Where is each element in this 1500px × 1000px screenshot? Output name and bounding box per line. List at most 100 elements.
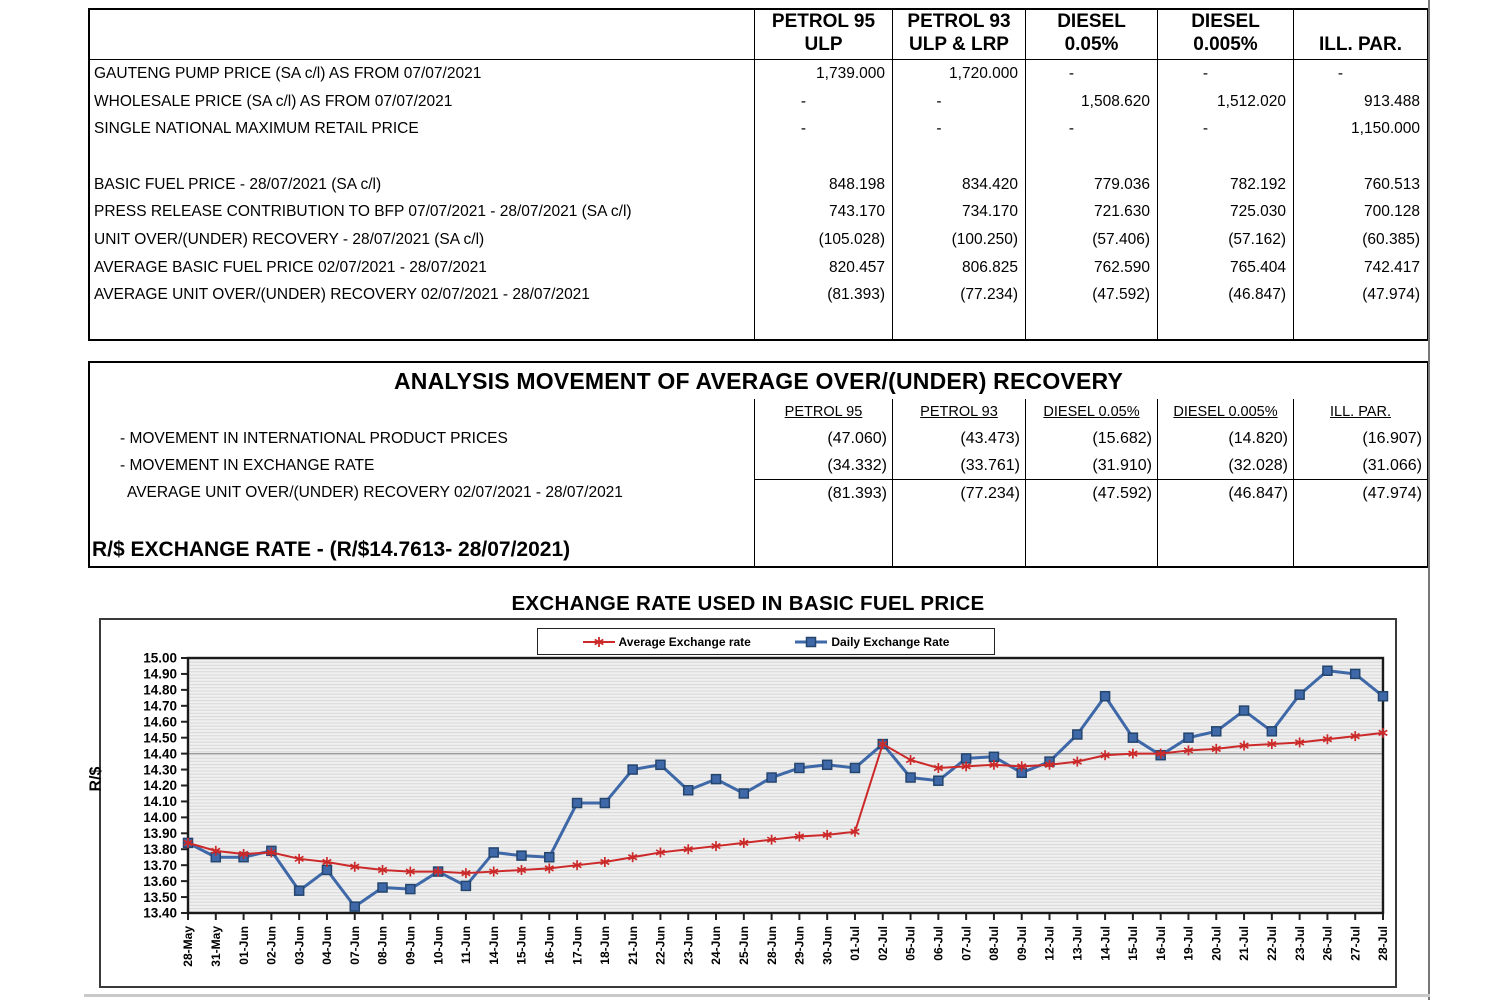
t2-exchange-rate-note: R/$ EXCHANGE RATE - (R/$14.7613- 28/07/2…	[92, 538, 571, 561]
average-series-marker-icon	[582, 636, 615, 647]
t1-column-header: PETROL 95 ULP	[754, 10, 892, 60]
t2-row-label: - MOVEMENT IN EXCHANGE RATE	[120, 456, 375, 474]
svg-text:30-Jun: 30-Jun	[820, 926, 834, 965]
svg-text:14-Jun: 14-Jun	[487, 926, 501, 965]
svg-text:28-May: 28-May	[181, 926, 195, 967]
t1-cell-value: -	[754, 115, 892, 144]
svg-text:14.60: 14.60	[143, 714, 177, 729]
t1-cell-value: -	[754, 87, 892, 116]
svg-text:13.70: 13.70	[143, 858, 177, 873]
t1-row-label	[90, 143, 754, 171]
svg-text:26-Jul: 26-Jul	[1321, 926, 1335, 961]
svg-text:15-Jun: 15-Jun	[515, 926, 529, 965]
y-axis-title: R/$	[87, 766, 105, 792]
t1-cell-value: 913.488	[1293, 87, 1427, 116]
t1-column-header-line2: ULP & LRP	[909, 33, 1009, 55]
t1-cell-value: 1,739.000	[754, 60, 892, 88]
t2-cell-value: (33.761)	[892, 452, 1025, 479]
svg-text:23-Jun: 23-Jun	[681, 926, 695, 965]
analysis-movement-table: ANALYSIS MOVEMENT OF AVERAGE OVER/(UNDER…	[88, 361, 1429, 568]
t1-cell-value: 725.030	[1157, 198, 1293, 227]
exchange-rate-chart: Average Exchange rate Daily Exchange Rat…	[99, 618, 1397, 988]
t2-footer-cell	[1157, 507, 1293, 566]
svg-text:12-Jul: 12-Jul	[1043, 926, 1057, 961]
svg-text:04-Jun: 04-Jun	[320, 926, 334, 965]
t1-row-label: UNIT OVER/(UNDER) RECOVERY - 28/07/2021 …	[94, 230, 485, 248]
svg-text:01-Jul: 01-Jul	[848, 926, 862, 961]
t1-row-label: GAUTENG PUMP PRICE (SA c/l) AS FROM 07/0…	[94, 64, 482, 82]
analysis-movement-grid: ANALYSIS MOVEMENT OF AVERAGE OVER/(UNDER…	[90, 363, 1427, 566]
t1-column-header: DIESEL 0.05%	[1025, 10, 1157, 60]
svg-text:07-Jul: 07-Jul	[959, 926, 973, 961]
t2-cell-value: (81.393)	[754, 479, 892, 507]
t1-spacer-cell	[1293, 309, 1427, 339]
page-right-border	[1428, 0, 1430, 1000]
t1-cell-value: -	[1157, 115, 1293, 144]
t1-cell-value: -	[1157, 60, 1293, 88]
svg-text:13.80: 13.80	[143, 842, 177, 857]
t2-column-header-text: PETROL 95	[784, 404, 863, 420]
svg-text:16-Jul: 16-Jul	[1154, 926, 1168, 961]
svg-text:21-Jun: 21-Jun	[626, 926, 640, 965]
t1-cell-value: (60.385)	[1293, 226, 1427, 254]
t1-column-header: DIESEL 0.005%	[1157, 10, 1293, 60]
svg-text:09-Jul: 09-Jul	[1015, 926, 1029, 961]
t1-column-header-line2: ILL. PAR.	[1318, 33, 1403, 55]
t1-column-header-line1: DIESEL	[1057, 10, 1126, 32]
t1-row-label: WHOLESALE PRICE (SA c/l) AS FROM 07/07/2…	[94, 92, 453, 110]
svg-text:13.90: 13.90	[143, 826, 177, 841]
daily-series-marker-icon	[795, 636, 828, 647]
t2-column-header: ILL. PAR.	[1293, 399, 1427, 425]
t2-column-header-text: ILL. PAR.	[1330, 404, 1391, 420]
t2-column-header: PETROL 93	[892, 399, 1025, 425]
t1-cell-value: (100.250)	[892, 226, 1025, 254]
t1-cell-value	[1025, 143, 1157, 171]
svg-text:11-Jun: 11-Jun	[459, 926, 473, 964]
svg-text:14.10: 14.10	[143, 794, 177, 809]
t1-row-label: SINGLE NATIONAL MAXIMUM RETAIL PRICE	[94, 120, 419, 138]
t2-cell-value: (31.910)	[1025, 452, 1157, 479]
t1-column-header-line2: ULP	[804, 33, 843, 55]
t1-row-label: AVERAGE UNIT OVER/(UNDER) RECOVERY 02/07…	[94, 286, 590, 304]
t1-spacer-cell	[754, 309, 892, 339]
t1-cell-value: -	[892, 115, 1025, 144]
t2-column-header: DIESEL 0.005%	[1157, 399, 1293, 425]
t1-cell-value: 1,508.620	[1025, 87, 1157, 116]
t2-row-label: AVERAGE UNIT OVER/(UNDER) RECOVERY 02/07…	[127, 484, 623, 501]
fuel-price-table: PETROL 95 ULP PETROL 93 ULP & LRP DIESEL 0.05…	[88, 8, 1429, 341]
t1-cell-value: (57.406)	[1025, 226, 1157, 254]
t1-cell-value: 742.417	[1293, 253, 1427, 282]
t1-spacer-cell	[1157, 309, 1293, 339]
t2-cell-value: (31.066)	[1293, 452, 1427, 479]
t2-cell-value: (47.974)	[1293, 479, 1427, 507]
t1-column-header-line2: 0.05%	[1064, 33, 1119, 55]
t2-cell-value: (34.332)	[754, 452, 892, 479]
t1-cell-value: (46.847)	[1157, 281, 1293, 310]
svg-text:02-Jun: 02-Jun	[265, 926, 279, 965]
t2-cell-value: (15.682)	[1025, 425, 1157, 452]
svg-text:14.80: 14.80	[143, 683, 177, 698]
svg-text:02-Jul: 02-Jul	[876, 926, 890, 961]
svg-text:18-Jun: 18-Jun	[598, 926, 612, 965]
t1-column-header-line1: PETROL 93	[907, 10, 1011, 32]
t1-cell-value: 700.128	[1293, 198, 1427, 227]
t1-spacer-cell	[1025, 309, 1157, 339]
svg-text:14.40: 14.40	[143, 746, 177, 761]
svg-text:13.40: 13.40	[143, 906, 177, 921]
svg-text:25-Jun: 25-Jun	[737, 926, 751, 965]
t1-cell-value	[1157, 143, 1293, 171]
t2-column-header-text: DIESEL 0.005%	[1173, 404, 1278, 420]
t1-column-header: ILL. PAR.	[1293, 10, 1427, 60]
t1-column-header-line2: 0.005%	[1193, 33, 1258, 55]
t1-cell-value: 779.036	[1025, 170, 1157, 199]
svg-text:10-Jun: 10-Jun	[431, 926, 445, 965]
t1-cell-value	[1293, 143, 1427, 171]
svg-text:15-Jul: 15-Jul	[1126, 926, 1140, 961]
page-bottom-border	[84, 994, 1430, 997]
t1-cell-value: -	[1025, 115, 1157, 144]
svg-text:03-Jun: 03-Jun	[292, 926, 306, 965]
t2-cell-value: (16.907)	[1293, 425, 1427, 452]
svg-text:14.70: 14.70	[143, 699, 177, 714]
t2-cell-value: (47.060)	[754, 425, 892, 452]
